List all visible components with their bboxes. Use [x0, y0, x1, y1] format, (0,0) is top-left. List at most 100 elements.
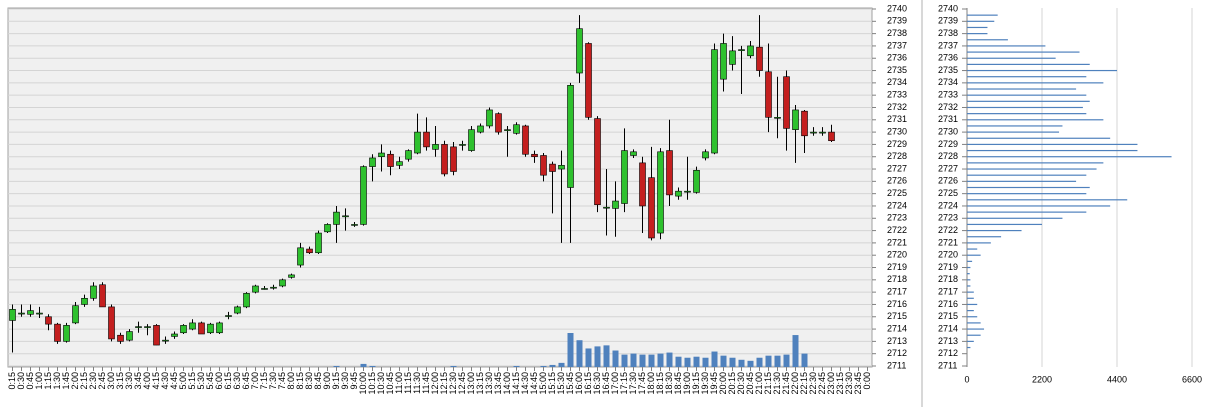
x-tick-label: 13:30 [484, 372, 494, 395]
plot-area [7, 7, 873, 368]
candle-body [189, 322, 196, 330]
profile-bar [967, 88, 1077, 90]
y-tick-label: 2740 [887, 3, 907, 13]
y-tick-label: 2713 [887, 336, 907, 346]
profile-bar [967, 94, 1087, 96]
y-tick-label: 2733 [938, 90, 958, 100]
profile-bar [967, 242, 991, 244]
profile-bar [967, 33, 988, 35]
x-tick-label: 18:00 [646, 372, 656, 395]
profile-bar [967, 106, 1083, 109]
volume-bar [756, 357, 763, 367]
profile-bar [967, 260, 973, 262]
x-tick-label: 22:00 [790, 372, 800, 395]
volume-bar [549, 364, 556, 367]
profile-bar [967, 39, 1008, 41]
profile-bar [967, 266, 971, 269]
candle-body [261, 288, 268, 290]
y-tick-label: 2726 [887, 176, 907, 186]
profile-bar [967, 346, 971, 349]
candle-body [828, 131, 835, 142]
candle-body [27, 310, 34, 315]
volume-bar [729, 357, 736, 367]
candle-body [540, 155, 547, 176]
x-tick-label: 9:15 [331, 372, 341, 390]
candle-body [774, 117, 781, 119]
volume-bar [612, 350, 619, 367]
candle-body [72, 305, 79, 324]
x-tick-label: 0 [964, 374, 969, 384]
x-tick-label: 10:30 [376, 372, 386, 395]
candle-body [396, 161, 403, 166]
x-tick-label: 2:15 [79, 372, 89, 390]
x-tick-label: 3:00 [106, 372, 116, 390]
candle-body [576, 28, 583, 74]
profile-bar [967, 57, 1056, 59]
volume-bar [639, 354, 646, 367]
y-tick-label: 2737 [887, 40, 907, 50]
y-tick-label: 2724 [938, 200, 958, 210]
x-tick-label: 2:45 [97, 372, 107, 390]
y-tick-label: 2715 [887, 311, 907, 321]
x-tick-label: 14:15 [511, 372, 521, 395]
candle-body [63, 325, 70, 342]
candle-body [747, 45, 754, 57]
y-tick-label: 2721 [938, 237, 958, 247]
candle-body [225, 315, 232, 317]
x-tick-label: 4:45 [169, 372, 179, 390]
candle-body [486, 109, 493, 127]
profile-bar [967, 174, 1087, 176]
volume-bar [648, 354, 655, 367]
x-tick-label: 17:00 [610, 372, 620, 395]
y-tick-label: 2711 [938, 360, 957, 370]
x-tick-label: 0:15 [7, 372, 17, 390]
profile-bar [967, 193, 1087, 195]
candle-body [162, 339, 169, 342]
candle-body [702, 151, 709, 159]
x-tick-label: 13:45 [493, 372, 503, 395]
y-tick-label: 2720 [938, 250, 958, 260]
x-tick-label: 19:30 [700, 372, 710, 395]
volume-bar [684, 357, 691, 367]
profile-bar [967, 63, 1090, 65]
candle-body [81, 297, 88, 305]
y-tick-label: 2723 [887, 213, 907, 223]
x-tick-label: 6:00 [214, 372, 224, 390]
y-tick-label: 2727 [938, 163, 958, 173]
profile-bar [967, 14, 998, 16]
x-tick-label: 16:45 [601, 372, 611, 395]
y-tick-label: 2729 [938, 139, 958, 149]
y-tick-label: 2739 [887, 16, 907, 26]
y-tick-label: 2715 [938, 311, 958, 321]
x-tick-label: 21:45 [781, 372, 791, 395]
candle-body [765, 71, 772, 118]
x-tick-label: 18:30 [664, 372, 674, 395]
x-tick-label: 19:15 [691, 372, 701, 395]
profile-bar [967, 119, 1104, 121]
candle-body [648, 177, 655, 239]
volume-bar [702, 357, 709, 367]
x-tick-label: 4:00 [142, 372, 152, 390]
profile-bar [967, 186, 1090, 189]
candle-body [432, 144, 439, 150]
y-tick-label: 2724 [887, 200, 907, 210]
volume-bar [540, 365, 547, 367]
profile-bar [967, 205, 1111, 207]
profile-bar [967, 291, 974, 293]
profile-bar [967, 229, 1022, 232]
x-tick-label: 1:45 [61, 372, 71, 390]
x-tick-label: 12:15 [439, 372, 449, 395]
candle-body [594, 118, 601, 206]
x-tick-label: 23:45 [853, 372, 863, 395]
candle-body [306, 248, 313, 254]
candle-body [117, 334, 124, 342]
y-tick-label: 2735 [938, 65, 958, 75]
x-tick-label: 13:15 [475, 372, 485, 395]
x-tick-label: 17:15 [619, 372, 629, 395]
profile-bar [967, 254, 981, 256]
candle-body [819, 131, 826, 134]
x-tick-label: 2200 [1032, 374, 1052, 384]
volume-bar [558, 362, 565, 367]
candle-body [297, 247, 304, 266]
